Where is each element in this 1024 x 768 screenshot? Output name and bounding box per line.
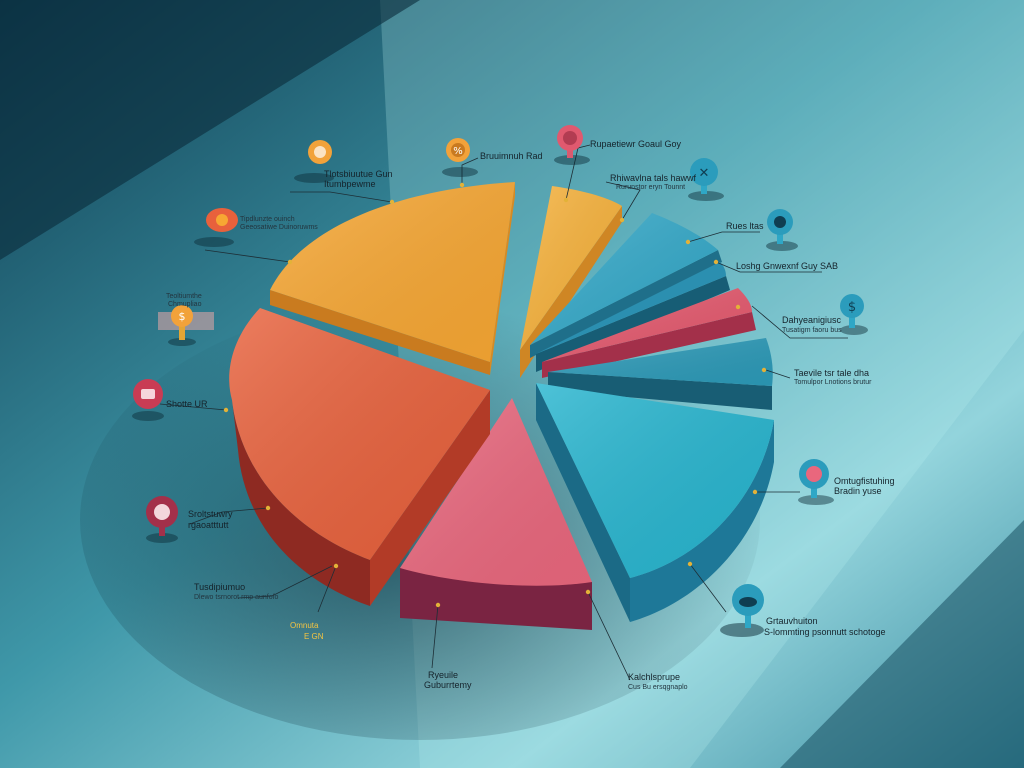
slice-pink[interactable] <box>400 398 592 630</box>
leader-line <box>290 191 393 203</box>
leader-line <box>605 181 641 221</box>
clock-icon <box>294 140 334 183</box>
label-title: Rupaetiewr Goaul Goy <box>590 139 682 149</box>
label-title: Bruuimnuh Rad <box>480 151 543 161</box>
label-sub: Tusatigm faoru bus <box>782 327 842 334</box>
label-title: Rhiwavlna tals hawwf <box>610 173 697 183</box>
label-sub: Guburrtemy <box>424 680 472 690</box>
leader-line <box>317 565 337 613</box>
leader-dot <box>389 199 395 205</box>
leader-dot <box>761 367 767 373</box>
svg-text:✕: ✕ <box>699 166 710 181</box>
label-title: Dahyeanigiusc <box>782 315 842 325</box>
leader-line <box>765 369 791 379</box>
label-sub: Geeosatiwe Duinoruwms <box>240 224 318 231</box>
leader-dot <box>735 304 741 310</box>
label-sub: Tomulpor Lnotions brutur <box>794 379 872 386</box>
slice-red[interactable] <box>542 288 756 378</box>
dollar-icon: $ <box>840 294 868 335</box>
leader-line <box>189 507 269 525</box>
label-sub: S-lommting psonnutt schotoge <box>764 627 886 637</box>
label-title: Tlotsbiuutue Gun <box>324 169 393 179</box>
leader-line <box>689 563 727 613</box>
lock-icon <box>766 209 798 251</box>
label-sub: Itumbpewme <box>324 179 376 189</box>
label-sub: Cus Bu ersqgnaplo <box>628 684 688 691</box>
label-title: Kalchlsprupe <box>628 672 680 682</box>
pie-slices <box>229 182 774 630</box>
leader-line <box>751 305 848 339</box>
leader-dot <box>687 561 693 567</box>
leader-line <box>687 231 760 243</box>
label-title: Teoltiumthe <box>166 293 202 300</box>
slice-blue-3[interactable] <box>548 338 773 410</box>
label-sub: Rurunstor eryn Tounnt <box>616 184 685 191</box>
chat-icon <box>132 379 164 421</box>
label-sub: Bradin yuse <box>834 486 882 496</box>
leader-line <box>715 261 822 273</box>
label-title: Omnuta <box>290 621 319 630</box>
label-sub: Chmupliao <box>168 301 202 308</box>
pin-icons: % ✕ $ <box>132 125 868 637</box>
slice-blue-1[interactable] <box>530 213 722 358</box>
slice-teal-large[interactable] <box>536 383 774 622</box>
leader-line <box>204 249 291 263</box>
label-title: Loshg Gnwexnf Guy SAB <box>736 261 838 271</box>
label-sub: Dlewo tsrnorot rmp aunfofo <box>194 594 279 601</box>
pen-icon <box>194 208 238 247</box>
svg-text:$: $ <box>179 310 186 323</box>
pie-icon <box>798 459 834 505</box>
leader-line <box>159 403 227 411</box>
leader-line <box>431 604 439 669</box>
slice-labels: Bruuimnuh Rad Rupaetiewr Goaul Goy Rhiwa… <box>166 139 895 691</box>
leader-dot <box>619 217 625 223</box>
dollar-icon: $ <box>158 305 214 346</box>
leader-dot <box>585 589 591 595</box>
slice-orange-large[interactable] <box>229 308 490 606</box>
leader-line <box>237 565 333 599</box>
x-icon: ✕ <box>688 158 724 201</box>
background-dark-corner-bottom <box>780 520 1024 768</box>
bar-icon <box>146 496 178 543</box>
label-sub: rgaoatttutt <box>188 520 229 530</box>
label-title: Ryeuile <box>428 670 458 680</box>
leader-dot <box>685 239 691 245</box>
cloud-icon <box>720 584 764 637</box>
slice-yellow-large[interactable] <box>270 182 515 375</box>
leader-line <box>461 157 479 185</box>
background-dark-corner <box>0 0 420 260</box>
percent-icon: % <box>442 138 478 177</box>
leader-dot <box>563 197 569 203</box>
label-title: Taevile tsr tale dha <box>794 368 869 378</box>
svg-text:%: % <box>453 146 463 157</box>
leader-dot <box>223 407 229 413</box>
svg-text:$: $ <box>848 300 856 315</box>
leader-dot <box>459 182 465 188</box>
leader-dot <box>265 505 271 511</box>
globe-icon <box>554 125 590 165</box>
label-title: Rues ltas <box>726 221 764 231</box>
leader-dot <box>333 563 339 569</box>
label-title: Tipdlunzte ouinch <box>240 216 295 223</box>
label-title: Tusdipiumuo <box>194 582 245 592</box>
label-title: Omtugfistuhing <box>834 476 895 486</box>
label-title: Grtauvhuiton <box>766 616 818 626</box>
leader-dots <box>223 182 767 608</box>
label-title: Sroltstuwry <box>188 509 233 519</box>
leader-dot <box>752 489 758 495</box>
label-sub: E GN <box>304 632 324 641</box>
leader-line <box>587 591 631 681</box>
leader-dot <box>713 259 719 265</box>
label-title: Shotte UR <box>166 399 208 409</box>
leader-dot <box>287 259 293 265</box>
leader-dot <box>435 602 441 608</box>
